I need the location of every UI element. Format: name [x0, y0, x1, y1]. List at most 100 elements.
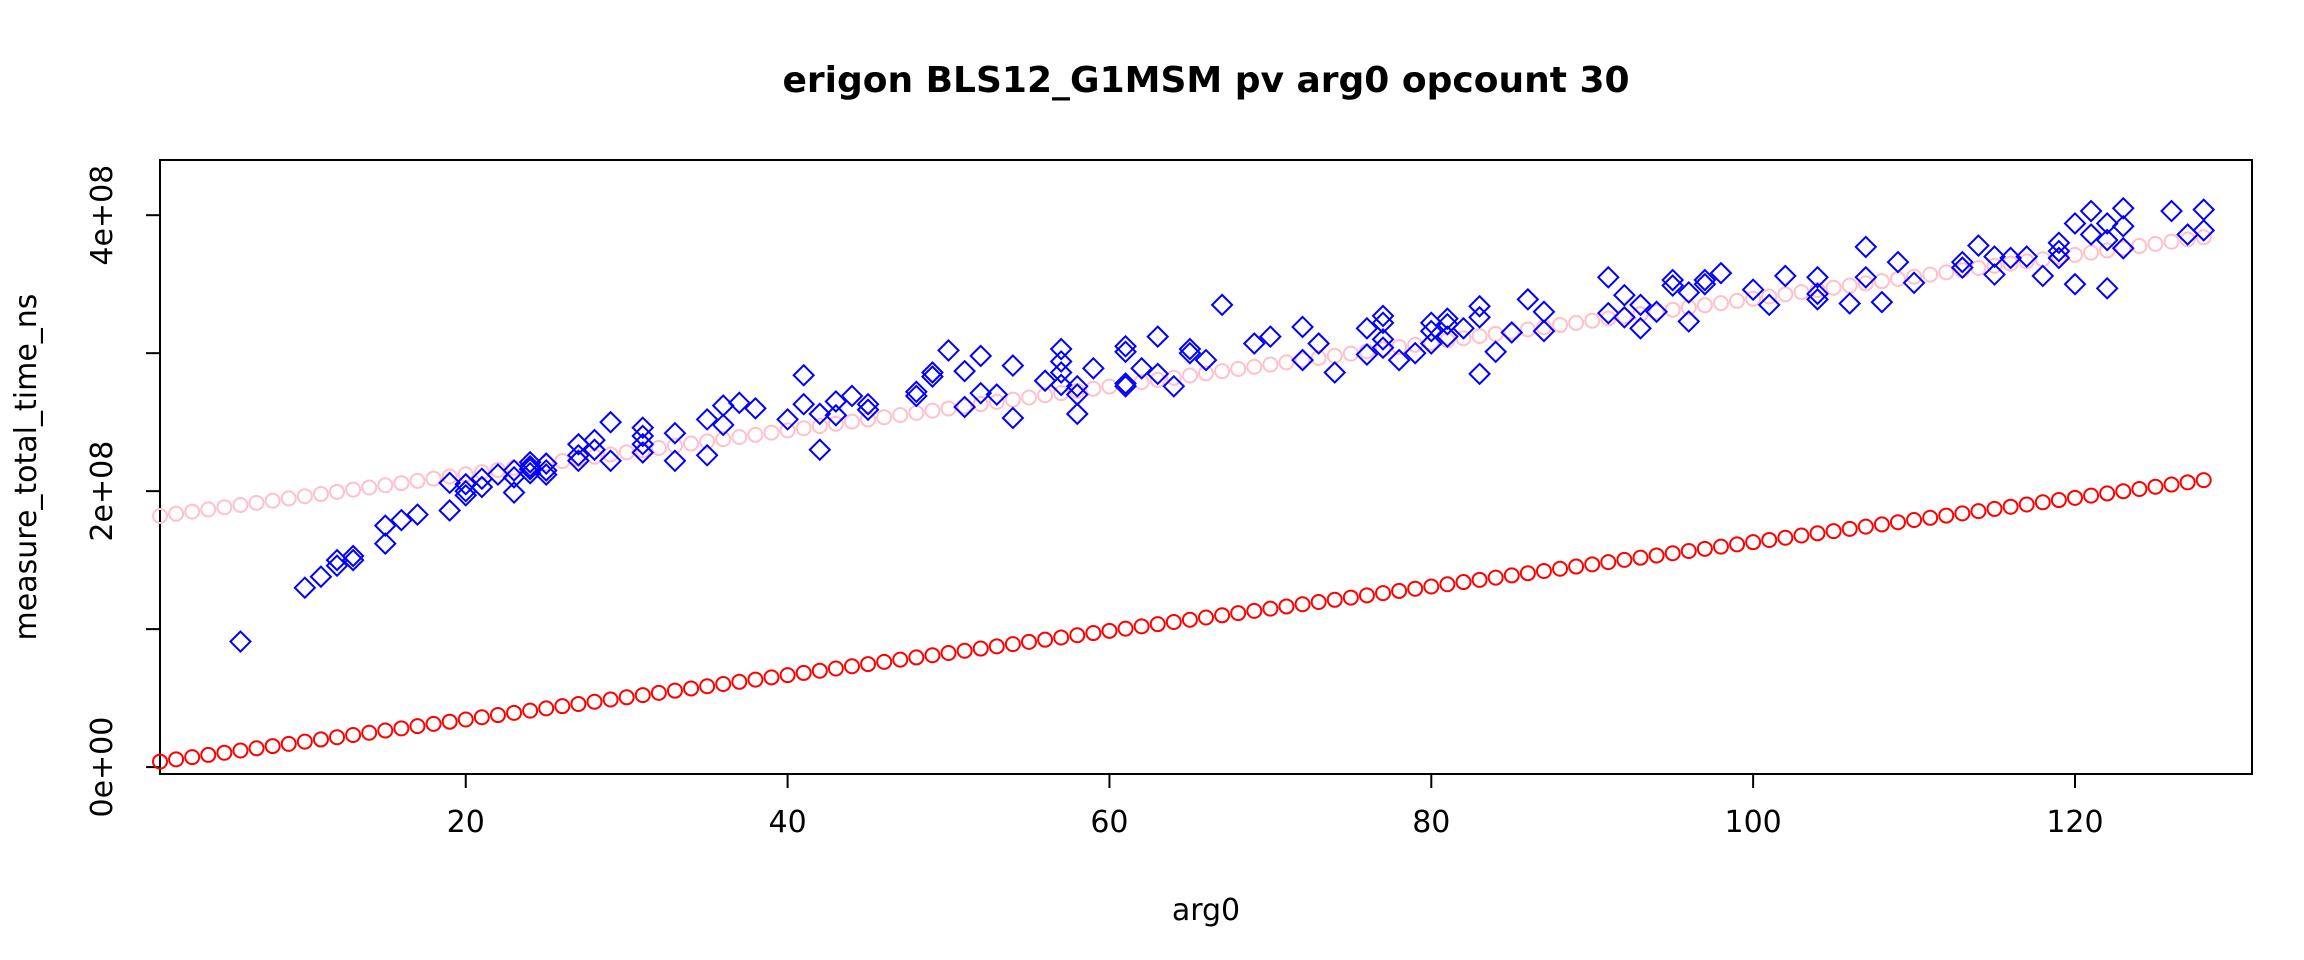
data-point-circle [296, 733, 313, 750]
data-point-circle [1069, 627, 1086, 644]
data-point-diamond [518, 457, 542, 481]
data-point-diamond [1468, 294, 1491, 318]
data-point-circle [1745, 534, 1762, 551]
data-point-diamond [1967, 234, 1990, 257]
data-point-circle [1358, 343, 1375, 360]
data-point-circle [264, 492, 281, 509]
data-point-circle [779, 422, 796, 439]
data-point-diamond [534, 452, 558, 475]
data-point-circle [1230, 605, 1247, 622]
data-point-circle [1906, 512, 1923, 529]
data-point-circle [1970, 503, 1987, 520]
data-point-diamond [1886, 250, 1910, 274]
data-point-circle [827, 415, 844, 432]
data-point-diamond [2111, 196, 2135, 220]
data-point-diamond [904, 380, 928, 404]
data-point-circle [956, 642, 973, 659]
data-point-circle [184, 749, 201, 766]
x-tick-label: 20 [447, 805, 485, 840]
data-point-diamond [518, 450, 542, 474]
data-point-diamond [1612, 305, 1636, 329]
data-point-circle [1020, 633, 1037, 650]
data-point-diamond [454, 483, 478, 507]
data-point-diamond [1854, 265, 1878, 289]
data-point-circle [747, 426, 764, 443]
data-point-circle [1503, 567, 1520, 584]
data-point-circle [168, 751, 185, 768]
x-tick-label: 40 [769, 805, 807, 840]
data-point-diamond [1001, 354, 1025, 378]
data-point-circle [1777, 529, 1794, 546]
data-point-circle [361, 724, 378, 741]
data-point-circle [2131, 238, 2148, 255]
data-point-circle [264, 738, 281, 755]
data-point-circle [1471, 328, 1488, 345]
data-point-circle [248, 494, 265, 511]
data-point-diamond [1114, 372, 1137, 395]
data-point-diamond [1194, 348, 1218, 372]
data-point-circle [1004, 636, 1021, 653]
data-point-diamond [1596, 301, 1620, 325]
data-point-diamond [341, 544, 365, 568]
data-point-circle [1407, 580, 1424, 597]
data-point-diamond [1629, 316, 1652, 340]
data-point-circle [699, 433, 716, 450]
data-point-diamond [953, 395, 977, 419]
data-point-diamond [1741, 278, 1765, 302]
data-point-diamond [325, 554, 349, 578]
data-point-circle [650, 684, 667, 701]
data-point-diamond [1049, 337, 1073, 361]
data-point-diamond [695, 407, 719, 431]
x-tick-label: 80 [1412, 805, 1450, 840]
data-point-diamond [1661, 268, 1685, 292]
data-point-diamond [1838, 292, 1862, 315]
data-point-circle [506, 704, 523, 721]
data-point-circle [1616, 551, 1633, 568]
data-point-diamond [953, 359, 977, 383]
data-point-diamond [1162, 374, 1186, 398]
data-point-diamond [631, 424, 655, 448]
data-point-diamond [1081, 356, 1105, 380]
data-point-circle [1906, 268, 1923, 285]
data-point-circle [280, 490, 297, 507]
data-point-circle [650, 439, 667, 456]
data-point-diamond [840, 384, 864, 408]
data-point-diamond [566, 449, 590, 473]
data-point-circle [2002, 255, 2019, 272]
data-point-circle [441, 468, 458, 485]
data-point-circle [779, 667, 796, 684]
data-point-circle [666, 682, 683, 699]
data-point-diamond [1661, 274, 1685, 297]
data-point-circle [1729, 292, 1746, 309]
data-point-diamond [744, 396, 767, 420]
data-point-circle [586, 448, 603, 465]
data-point-circle [731, 673, 748, 690]
data-point-circle [2034, 494, 2051, 511]
data-point-diamond [1983, 245, 2006, 268]
data-point-diamond [2095, 228, 2119, 252]
data-point-diamond [1854, 235, 1878, 259]
data-point-diamond [1065, 402, 1089, 426]
data-point-circle [1423, 334, 1440, 351]
data-point-diamond [1323, 361, 1347, 384]
data-point-circle [489, 707, 506, 724]
data-point-diamond [2079, 223, 2103, 246]
data-point-circle [1262, 600, 1279, 617]
data-point-circle [1584, 556, 1601, 573]
data-point-circle [892, 651, 909, 668]
data-point-circle [1938, 507, 1955, 524]
data-point-circle [1487, 569, 1504, 586]
data-point-circle [1825, 279, 1842, 296]
data-point-diamond [1983, 263, 2006, 286]
data-point-circle [876, 409, 893, 426]
data-point-circle [1423, 578, 1440, 595]
data-point-diamond [2063, 272, 2087, 296]
data-point-diamond [2031, 264, 2055, 288]
data-point-circle [2083, 244, 2100, 261]
data-point-diamond [921, 365, 944, 389]
data-point-diamond [406, 503, 429, 527]
data-point-circle [1568, 314, 1585, 331]
data-point-circle [1938, 264, 1955, 281]
data-point-diamond [1130, 356, 1154, 380]
